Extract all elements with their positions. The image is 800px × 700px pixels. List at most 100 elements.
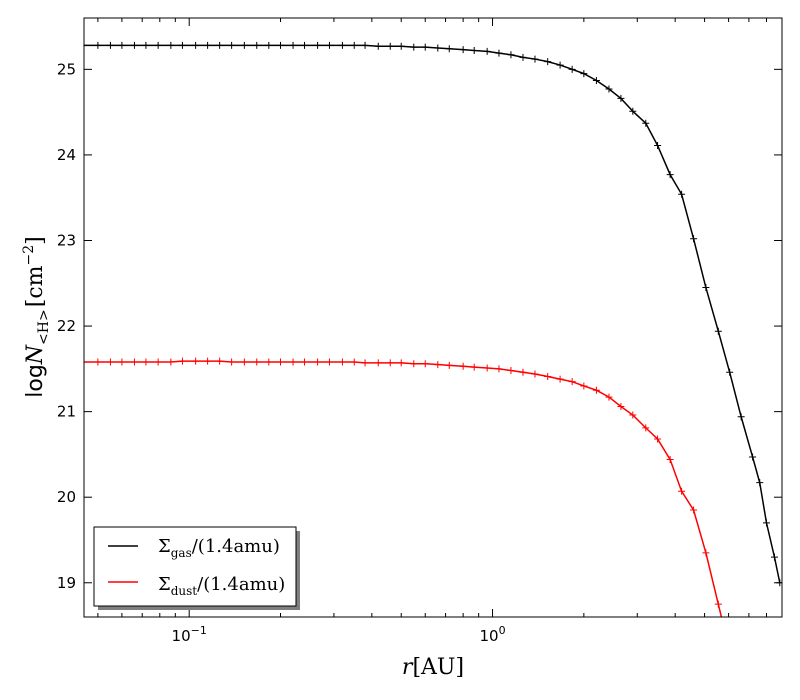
data-point <box>106 41 114 49</box>
data-point <box>277 41 285 49</box>
data-point <box>459 362 467 370</box>
plot-area <box>84 18 782 617</box>
data-point <box>350 358 358 366</box>
data-point <box>192 357 200 365</box>
data-point <box>301 41 309 49</box>
data-point <box>544 373 552 381</box>
y-axis-label-sub: <H> <box>36 309 52 345</box>
data-point <box>397 42 405 50</box>
data-point <box>702 284 710 292</box>
y-axis-label-unit-exp: −2 <box>21 245 37 266</box>
data-point <box>361 41 369 49</box>
data-point <box>678 487 686 495</box>
data-point <box>617 402 625 410</box>
data-point <box>507 51 515 59</box>
x-tick-label-base: 10 <box>172 627 191 645</box>
x-tick-label: 100 <box>479 624 505 645</box>
legend-gas-sym: Σ <box>158 536 171 557</box>
data-point <box>654 435 662 443</box>
series-layer <box>84 41 782 655</box>
data-point <box>495 49 503 57</box>
data-point <box>84 41 88 49</box>
data-point <box>507 367 515 375</box>
data-point <box>118 358 126 366</box>
data-point <box>277 358 285 366</box>
data-point <box>178 357 186 365</box>
data-point <box>314 41 322 49</box>
legend-label-dust: Σdust/(1.4amu) <box>158 574 285 598</box>
data-point <box>568 378 576 386</box>
data-point <box>421 360 429 368</box>
y-tick-label: 25 <box>57 60 76 78</box>
data-point <box>445 361 453 369</box>
data-point <box>325 41 333 49</box>
x-axis-label: r[AU] <box>402 655 464 680</box>
data-point <box>770 553 778 561</box>
data-point <box>386 42 394 50</box>
data-point <box>192 41 200 49</box>
data-point <box>470 363 478 371</box>
data-point <box>434 361 442 369</box>
data-point <box>289 41 297 49</box>
data-point <box>642 119 650 127</box>
data-point <box>580 382 588 390</box>
data-point <box>690 235 698 243</box>
data-point <box>374 42 382 50</box>
y-tick-label: 23 <box>57 231 76 249</box>
data-point <box>84 358 88 366</box>
data-point <box>228 41 236 49</box>
data-point <box>690 506 698 514</box>
data-point <box>178 41 186 49</box>
data-point <box>756 479 764 487</box>
data-point <box>726 368 734 376</box>
data-point <box>410 360 418 368</box>
data-point <box>289 358 297 366</box>
data-point <box>702 549 710 557</box>
data-point <box>130 41 138 49</box>
data-point <box>714 600 722 608</box>
data-point <box>737 413 745 421</box>
data-point <box>519 53 527 61</box>
data-point <box>470 47 478 55</box>
data-point <box>434 44 442 52</box>
data-point <box>167 358 175 366</box>
data-point <box>142 358 150 366</box>
data-point <box>216 41 224 49</box>
y-tick-label: 19 <box>57 574 76 592</box>
x-tick-label-exp: 0 <box>499 624 506 637</box>
data-point <box>253 41 261 49</box>
data-point <box>94 358 102 366</box>
data-point <box>253 358 261 366</box>
x-tick-label-base: 10 <box>479 627 498 645</box>
x-tick-label: 10−1 <box>172 624 207 645</box>
y-axis-label: logN<H> [cm−2] <box>21 236 52 397</box>
data-point <box>314 358 322 366</box>
data-point <box>386 359 394 367</box>
y-tick-label: 21 <box>57 403 76 421</box>
legend: Σgas/(1.4amu) Σdust/(1.4amu) <box>93 526 300 610</box>
legend-gas-sub: gas <box>171 546 192 560</box>
data-point <box>714 327 722 335</box>
data-point <box>531 55 539 63</box>
data-point <box>459 46 467 54</box>
data-point <box>483 47 491 55</box>
data-point <box>483 364 491 372</box>
data-point <box>678 190 686 198</box>
data-point <box>629 107 637 115</box>
data-point <box>204 41 212 49</box>
y-axis-label-var: N <box>23 344 48 365</box>
data-point <box>726 648 733 655</box>
plot-frame <box>83 17 783 618</box>
legend-box <box>93 526 297 607</box>
data-point <box>556 61 564 69</box>
data-point <box>361 359 369 367</box>
data-point <box>106 358 114 366</box>
data-point <box>167 41 175 49</box>
data-point <box>410 43 418 51</box>
data-point <box>265 358 273 366</box>
legend-dust-sub: dust <box>171 584 198 598</box>
data-point <box>154 358 162 366</box>
data-point <box>421 43 429 51</box>
data-point <box>445 45 453 53</box>
